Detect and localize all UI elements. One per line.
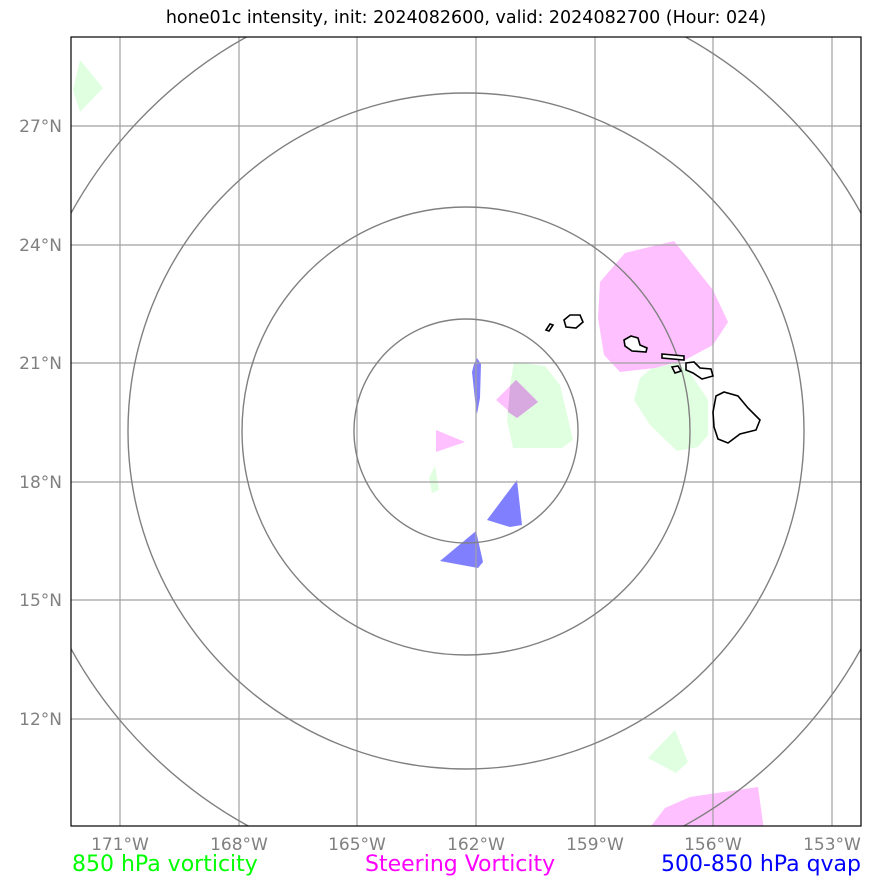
lon-tick-label: 168°W (210, 835, 268, 855)
lon-tick-label: 156°W (684, 835, 742, 855)
island-kauai (563, 314, 584, 329)
steering-area (651, 787, 764, 826)
legend-steering-vorticity: Steering Vorticity (365, 852, 556, 877)
island-molokai (661, 353, 685, 361)
coastline (544, 314, 761, 444)
legend-850-vorticity: 850 hPa vorticity (72, 852, 258, 877)
vort850-area (648, 730, 688, 773)
plot-frame (70, 36, 862, 827)
island-niihau (544, 323, 555, 332)
lat-tick-label: 21°N (19, 354, 62, 374)
range-ring (241, 206, 691, 656)
vort850-area (73, 60, 103, 112)
steering-area (436, 430, 465, 452)
lon-tick-label: 153°W (803, 835, 861, 855)
lat-tick-label: 18°N (19, 473, 62, 493)
lat-tick-label: 12°N (19, 710, 62, 730)
island-oahu (623, 335, 648, 353)
lat-labels: 27°N 24°N 21°N 18°N 15°N 12°N (19, 117, 62, 730)
steering-area (598, 241, 728, 372)
lat-tick-label: 15°N (19, 591, 62, 611)
vort850-area (507, 362, 573, 448)
lon-tick-label: 159°W (566, 835, 624, 855)
lon-tick-label: 165°W (328, 835, 386, 855)
vort850-contours (73, 60, 708, 773)
lat-tick-label: 24°N (19, 236, 62, 256)
range-ring (127, 92, 805, 770)
range-ring (353, 318, 579, 544)
lon-labels: 171°W 168°W 165°W 162°W 159°W 156°W 153°… (91, 835, 861, 855)
legend-qvap: 500-850 hPa qvap (660, 852, 861, 877)
lon-tick-label: 171°W (91, 835, 149, 855)
island-maui (685, 361, 714, 380)
map-title: hone01c intensity, init: 2024082600, val… (165, 8, 767, 28)
vort850-area (429, 466, 439, 493)
island-lanai (670, 365, 683, 374)
lon-tick-label: 162°W (447, 835, 505, 855)
lat-tick-label: 27°N (19, 117, 62, 137)
qvap-area (440, 531, 483, 568)
island-hawaii (712, 391, 761, 444)
overlap-area (508, 380, 538, 418)
qvap-area (487, 480, 522, 527)
range-rings (71, 37, 861, 826)
